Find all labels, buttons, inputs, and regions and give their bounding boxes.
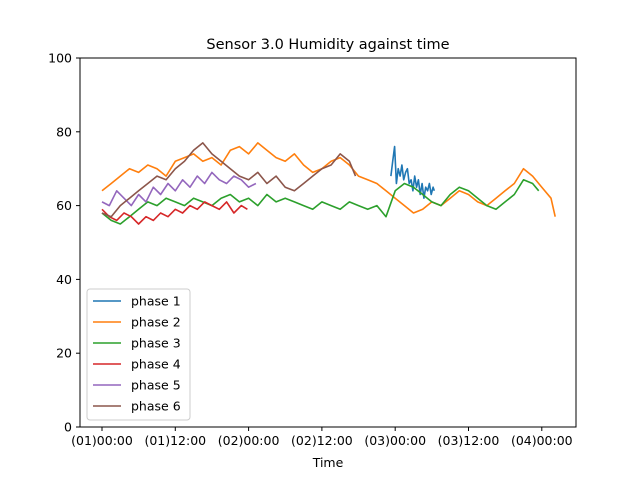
x-axis-label: Time bbox=[312, 455, 344, 470]
legend-label-1: phase 1 bbox=[131, 294, 181, 309]
legend-label-3: phase 3 bbox=[131, 336, 181, 351]
series-line-1 bbox=[390, 145, 436, 199]
chart-title: Sensor 3.0 Humidity against time bbox=[206, 37, 449, 53]
legend-label-5: phase 5 bbox=[131, 378, 181, 393]
y-tick-label: 60 bbox=[56, 198, 72, 213]
legend: phase 1 phase 2 phase 3 phase 4 phase 5 phase… bbox=[86, 288, 191, 421]
y-tick-label: 0 bbox=[64, 420, 72, 435]
legend-label-4: phase 4 bbox=[131, 357, 181, 372]
series-layer bbox=[101, 142, 556, 225]
series-line-5 bbox=[101, 171, 257, 207]
y-tick-label: 80 bbox=[56, 124, 72, 139]
x-tick-label: (02)12:00 bbox=[291, 433, 353, 448]
x-tick-label: (02)00:00 bbox=[218, 433, 280, 448]
x-tick-label: (03)00:00 bbox=[364, 433, 426, 448]
y-tick-label: 100 bbox=[48, 51, 72, 66]
plot-frame bbox=[79, 57, 577, 428]
x-tick-label: (01)00:00 bbox=[71, 433, 133, 448]
series-line-6 bbox=[101, 142, 357, 218]
legend-label-2: phase 2 bbox=[131, 315, 181, 330]
y-tick-label: 40 bbox=[56, 272, 72, 287]
legend-label-6: phase 6 bbox=[131, 399, 181, 414]
x-tick-label: (04)00:00 bbox=[511, 433, 573, 448]
series-line-3 bbox=[101, 179, 540, 225]
x-tick-label: (01)12:00 bbox=[144, 433, 206, 448]
x-tick-label: (03)12:00 bbox=[438, 433, 500, 448]
y-axis: 0 20 40 60 80 100 bbox=[48, 51, 80, 435]
series-line-2 bbox=[101, 142, 556, 217]
series-line-4 bbox=[101, 201, 248, 225]
y-tick-label: 20 bbox=[56, 346, 72, 361]
x-axis: (01)00:00 (01)12:00 (02)00:00 (02)12:00 (03)… bbox=[71, 427, 573, 448]
